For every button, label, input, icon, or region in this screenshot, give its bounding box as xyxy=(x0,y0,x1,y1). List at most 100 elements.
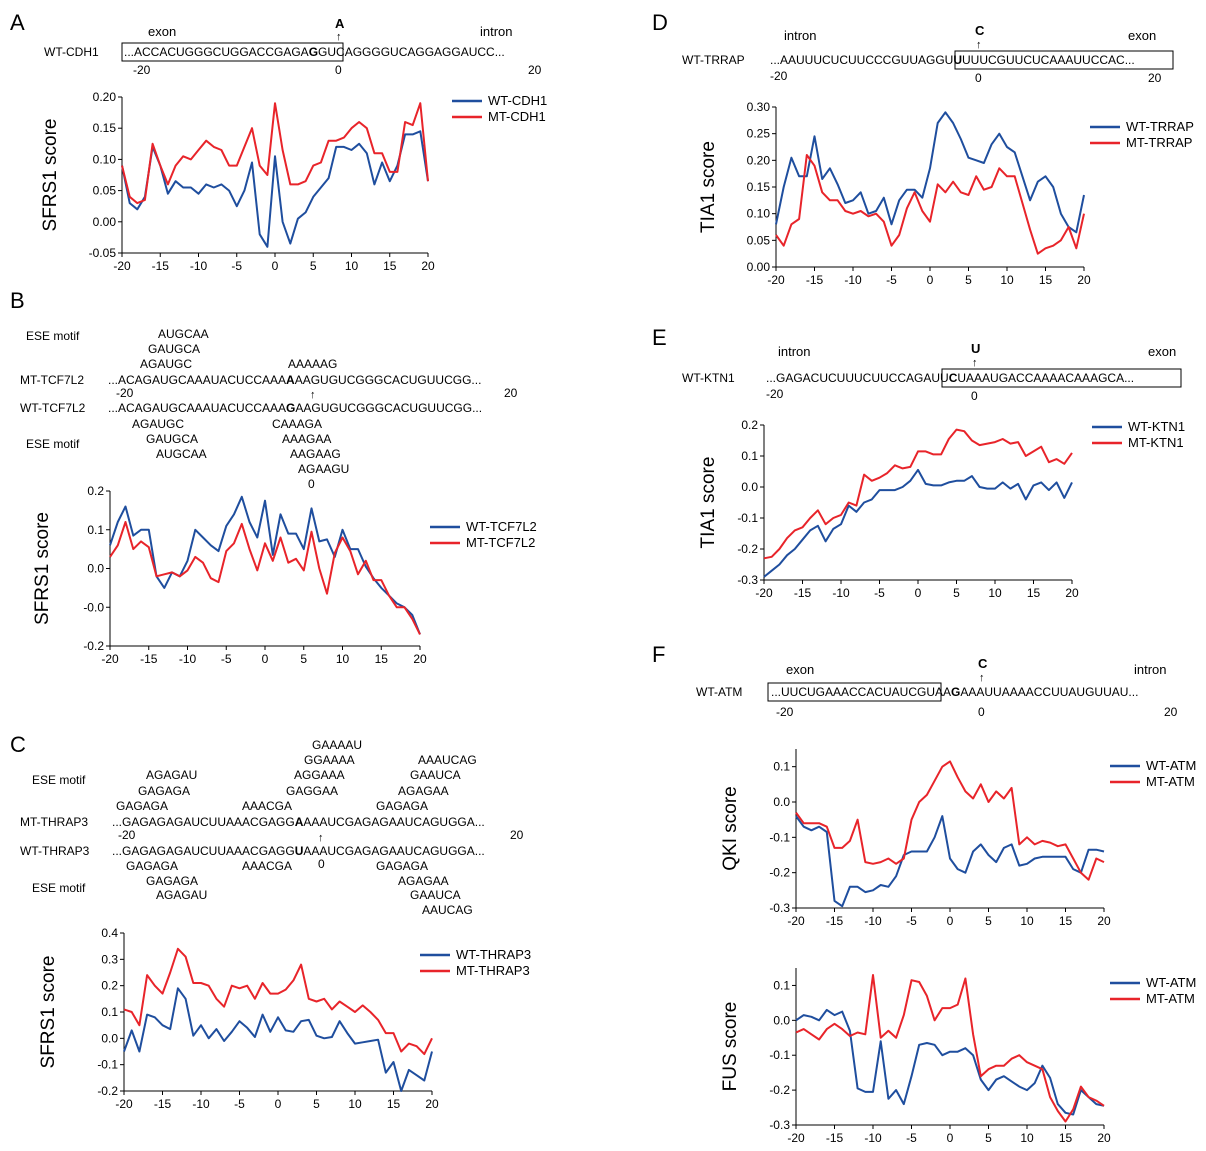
y-tick-label: -0.2 xyxy=(83,639,104,653)
x-tick-label: -20 xyxy=(115,1097,133,1111)
y-tick-label: 0.05 xyxy=(747,233,771,247)
x-tick-label: -5 xyxy=(234,1097,245,1111)
region-right-label: intron xyxy=(1134,662,1167,677)
ese-motif-label-top: ESE motif xyxy=(32,773,86,787)
position-left: -20 xyxy=(116,386,134,400)
ese-motif: GAGAGA xyxy=(376,859,428,873)
x-tick-label: -5 xyxy=(906,1131,917,1145)
x-tick-label: -20 xyxy=(787,914,805,928)
panel-letter-e: E xyxy=(652,325,667,350)
y-tick-label: 0.3 xyxy=(101,952,118,966)
series-line xyxy=(763,468,1073,578)
x-tick-label: -15 xyxy=(152,259,170,273)
seq-pre: ...ACCACUGGGCUGGACCGAGA xyxy=(124,45,309,59)
region-right-label: intron xyxy=(480,24,513,39)
sequence-line: ...AAUUUCUCUUCCCGUUAGGUUUUUCGUUCUCAAAUUC… xyxy=(770,53,1135,67)
y-tick-label: 0.0 xyxy=(773,1013,790,1027)
ese-motif-label-bottom: ESE motif xyxy=(26,437,80,451)
seq-pre: ...GAGAGAGAUCUUAAACGAGG xyxy=(112,844,295,858)
ese-motif-label-top: ESE motif xyxy=(26,329,80,343)
legend-label: WT-THRAP3 xyxy=(456,947,531,962)
y-tick-label: 0.15 xyxy=(93,121,117,135)
position-left: -20 xyxy=(133,63,151,77)
y-tick-label: 0.0 xyxy=(87,562,104,576)
x-tick-label: -10 xyxy=(864,914,882,928)
x-tick-label: -10 xyxy=(864,1131,882,1145)
ese-motif: AGAAGU xyxy=(298,462,349,476)
x-tick-label: 15 xyxy=(1059,1131,1073,1145)
y-tick-label: -0.3 xyxy=(769,1118,790,1132)
mutation-arrow: ↑ xyxy=(979,672,985,684)
series-line xyxy=(121,102,429,205)
x-tick-label: 5 xyxy=(300,652,307,666)
y-tick-label: -0.1 xyxy=(769,1048,790,1062)
y-axis-label: SFRS1 score xyxy=(32,512,53,625)
x-tick-label: -15 xyxy=(154,1097,172,1111)
sequence-line: ...GAGAGAGAUCUUAAACGAGGAAAAUCGAGAGAAUCAG… xyxy=(112,815,485,829)
panel-letter-d: D xyxy=(652,10,668,35)
x-tick-label: -20 xyxy=(767,273,785,287)
mutant-base: A xyxy=(335,16,345,31)
x-tick-label: -20 xyxy=(101,652,119,666)
exon-box xyxy=(121,42,344,62)
x-tick-label: -20 xyxy=(755,586,773,600)
x-tick-label: 20 xyxy=(421,259,435,273)
position-left: -20 xyxy=(770,69,788,83)
series-line xyxy=(795,1008,1105,1116)
mutation-arrow: ↑ xyxy=(318,832,324,844)
ese-motif: GAAUCA xyxy=(410,768,461,782)
position-zero: 0 xyxy=(308,477,315,491)
position-right: 20 xyxy=(504,386,518,400)
y-tick-label: 0.1 xyxy=(87,523,104,537)
x-tick-label: -10 xyxy=(179,652,197,666)
x-tick-label: 5 xyxy=(985,914,992,928)
x-tick-label: 20 xyxy=(1097,914,1111,928)
seq-pre: ...GAGACUCUUUCUUCCAGAUU xyxy=(766,371,949,385)
ese-motif: AGAUGC xyxy=(132,417,184,431)
position-zero: 0 xyxy=(978,705,985,719)
ese-motif: AGGAAA xyxy=(294,768,345,782)
x-tick-label: 0 xyxy=(275,1097,282,1111)
panel-letter-f: F xyxy=(652,642,665,667)
ese-motif: AAUCAG xyxy=(422,903,473,917)
chart-panel-b: -0.2 -0.0 0.0 0.1 0.2 -20 -15 -10 -5 0 5 10 15 20 SFRS… xyxy=(32,484,537,666)
seq-site: G xyxy=(286,401,295,415)
legend-label: WT-CDH1 xyxy=(488,93,547,108)
panel-a-sequence-header: exon intron A ↑ WT-CDH1 ...ACCACUGGGCUGG… xyxy=(44,16,542,77)
ese-motif: GAGAGA xyxy=(126,859,178,873)
exon-box xyxy=(941,368,1182,388)
y-axis-label: SFRS1 score xyxy=(40,119,61,232)
mutant-base: C xyxy=(975,23,985,38)
seq-pre: ...ACAGAUGCAAAUACUCCAAA xyxy=(108,373,286,387)
ese-motif: GAGAGA xyxy=(376,799,428,813)
legend-label: MT-ATM xyxy=(1146,991,1195,1006)
x-tick-label: 20 xyxy=(1065,586,1079,600)
x-tick-label: 10 xyxy=(1000,273,1014,287)
y-tick-label: 0.15 xyxy=(747,180,771,194)
seq-pre: ...AAUUUCUCUUCCCGUUAGGU xyxy=(770,53,953,67)
seq-post: AAAUCGAGAGAAUCAGUGGA... xyxy=(303,815,484,829)
series-line xyxy=(795,815,1105,908)
seq-post: UAAAUGACCAAAACAAAGCA... xyxy=(957,371,1134,385)
ese-motif: AAAUCAG xyxy=(418,753,477,767)
region-left-label: exon xyxy=(786,662,814,677)
x-tick-label: -5 xyxy=(886,273,897,287)
legend-label: MT-KTN1 xyxy=(1128,435,1184,450)
sequence-label: MT-TCF7L2 xyxy=(20,373,84,387)
series-line xyxy=(763,428,1073,560)
x-tick-label: -15 xyxy=(826,914,844,928)
seq-pre: ...GAGAGAGAUCUUAAACGAGG xyxy=(112,815,295,829)
sequence-label: WT-TCF7L2 xyxy=(20,401,86,415)
sequence-label: WT-TRRAP xyxy=(682,53,745,67)
sequence-line: ...UUCUGAAACCACUAUCGUAAGAAAUUAAAACCUUAUG… xyxy=(771,685,1138,699)
x-tick-label: 15 xyxy=(1059,914,1073,928)
x-tick-label: 0 xyxy=(262,652,269,666)
legend-label: MT-CDH1 xyxy=(488,109,546,124)
y-tick-label: 0.2 xyxy=(87,484,104,498)
x-tick-label: 0 xyxy=(947,914,954,928)
ese-motif: AGAGAU xyxy=(156,888,207,902)
y-tick-label: 0.20 xyxy=(93,90,117,104)
sequence-label: WT-ATM xyxy=(696,685,742,699)
y-tick-label: -0.2 xyxy=(97,1084,118,1098)
y-tick-label: -0.1 xyxy=(769,830,790,844)
